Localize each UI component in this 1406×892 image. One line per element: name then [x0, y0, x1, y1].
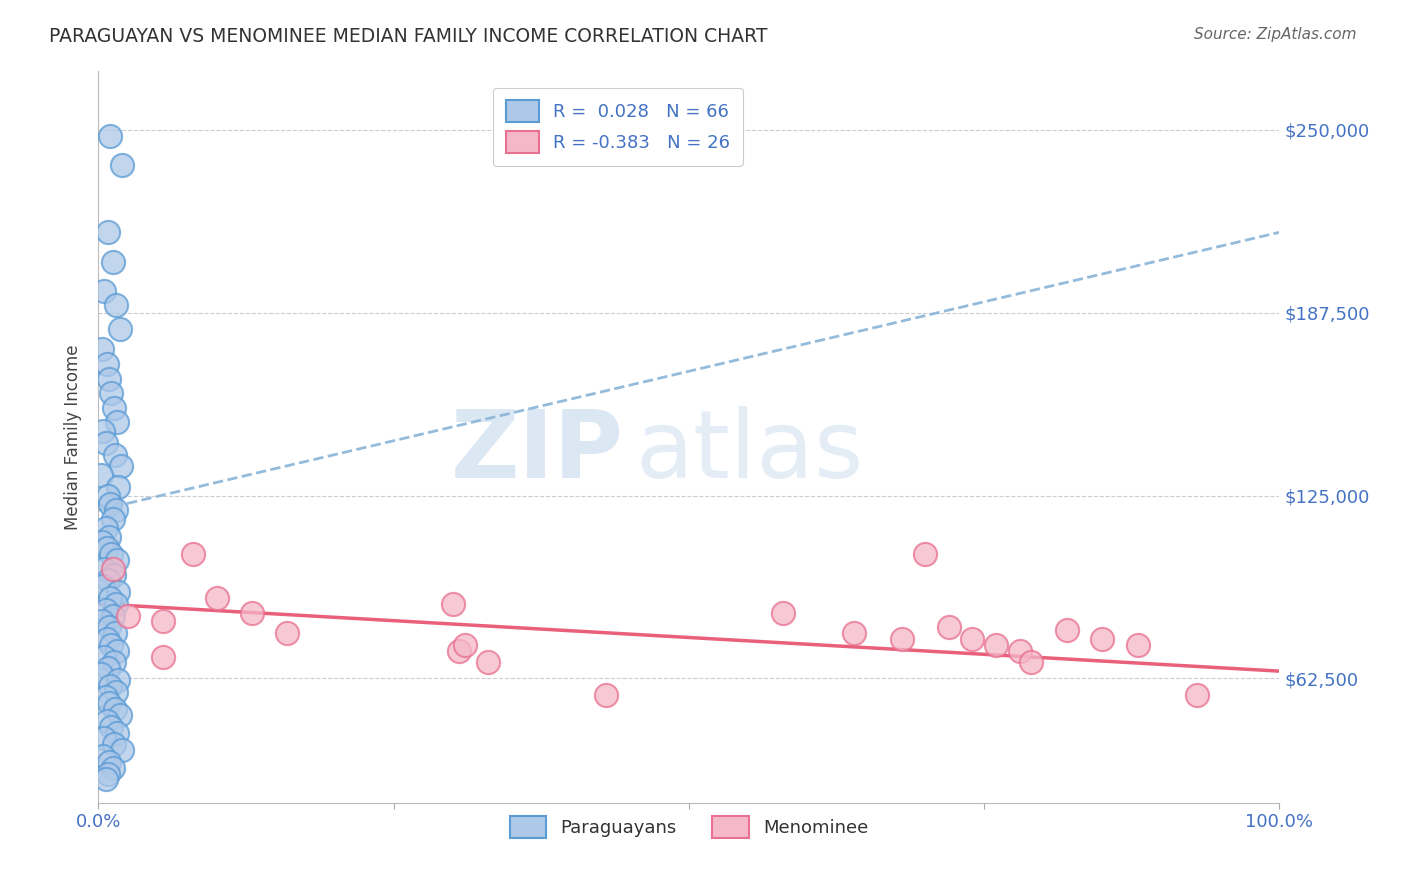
Point: [152, 649, 174, 664]
Point: [93, 649, 115, 664]
Point: [104, 626, 127, 640]
Point: [105, 553, 128, 567]
Point: [101, 761, 124, 775]
Point: [844, 626, 866, 640]
Point: [105, 643, 128, 657]
Point: [1008, 643, 1031, 657]
Point: [205, 591, 228, 605]
Point: [94, 436, 117, 450]
Point: [100, 547, 122, 561]
Point: [93, 284, 115, 298]
Point: [98, 755, 121, 769]
Point: [110, 459, 132, 474]
Point: [91, 424, 114, 438]
Point: [101, 254, 124, 268]
Point: [105, 597, 128, 611]
Point: [98, 128, 121, 143]
Point: [94, 772, 117, 787]
Point: [108, 322, 131, 336]
Point: [98, 371, 121, 385]
Point: [90, 667, 112, 681]
Point: [108, 708, 131, 723]
Point: [97, 574, 120, 588]
Point: [103, 401, 125, 415]
Point: [1091, 632, 1114, 646]
Point: [477, 656, 499, 670]
Point: [152, 615, 174, 629]
Point: [101, 562, 124, 576]
Y-axis label: Median Family Income: Median Family Income: [65, 344, 83, 530]
Point: [441, 597, 464, 611]
Point: [98, 620, 121, 634]
Point: [240, 606, 263, 620]
Point: [97, 766, 120, 780]
Point: [91, 579, 114, 593]
Point: [107, 673, 129, 687]
Point: [1126, 638, 1149, 652]
Point: [103, 567, 125, 582]
Point: [98, 696, 121, 710]
Point: [105, 416, 128, 430]
Point: [98, 497, 121, 511]
Point: [100, 638, 122, 652]
Point: [104, 702, 127, 716]
Point: [100, 386, 122, 401]
Point: [595, 688, 617, 702]
Point: [103, 737, 125, 751]
Point: [97, 225, 120, 239]
Text: Source: ZipAtlas.com: Source: ZipAtlas.com: [1194, 27, 1357, 42]
Point: [96, 632, 118, 646]
Point: [105, 298, 128, 312]
Point: [91, 343, 114, 357]
Point: [890, 632, 912, 646]
Point: [91, 535, 114, 549]
Point: [97, 489, 120, 503]
Point: [101, 512, 124, 526]
Point: [103, 656, 125, 670]
Point: [104, 448, 127, 462]
Point: [98, 530, 121, 544]
Point: [1021, 656, 1043, 670]
Point: [111, 743, 134, 757]
Point: [91, 749, 114, 764]
Point: [90, 468, 112, 483]
Text: atlas: atlas: [636, 406, 865, 498]
Legend: Paraguayans, Menominee: Paraguayans, Menominee: [502, 808, 876, 845]
Point: [105, 725, 128, 739]
Point: [276, 626, 298, 640]
Point: [453, 638, 475, 652]
Point: [101, 608, 124, 623]
Point: [94, 690, 117, 705]
Point: [1185, 688, 1208, 702]
Point: [96, 714, 118, 728]
Point: [181, 547, 204, 561]
Point: [984, 638, 1007, 652]
Point: [914, 547, 936, 561]
Point: [94, 521, 117, 535]
Point: [962, 632, 984, 646]
Point: [91, 615, 114, 629]
Point: [447, 643, 470, 657]
Point: [1056, 623, 1078, 637]
Point: [100, 720, 122, 734]
Point: [93, 562, 115, 576]
Text: PARAGUAYAN VS MENOMINEE MEDIAN FAMILY INCOME CORRELATION CHART: PARAGUAYAN VS MENOMINEE MEDIAN FAMILY IN…: [49, 27, 768, 45]
Point: [938, 620, 960, 634]
Point: [93, 731, 115, 746]
Point: [107, 480, 129, 494]
Point: [111, 158, 134, 172]
Point: [107, 585, 129, 599]
Point: [772, 606, 794, 620]
Point: [94, 603, 117, 617]
Point: [105, 684, 128, 698]
Point: [96, 357, 118, 371]
Point: [97, 661, 120, 675]
Point: [98, 591, 121, 605]
Point: [98, 679, 121, 693]
Text: ZIP: ZIP: [451, 406, 624, 498]
Point: [117, 608, 139, 623]
Point: [96, 541, 118, 556]
Point: [105, 503, 128, 517]
